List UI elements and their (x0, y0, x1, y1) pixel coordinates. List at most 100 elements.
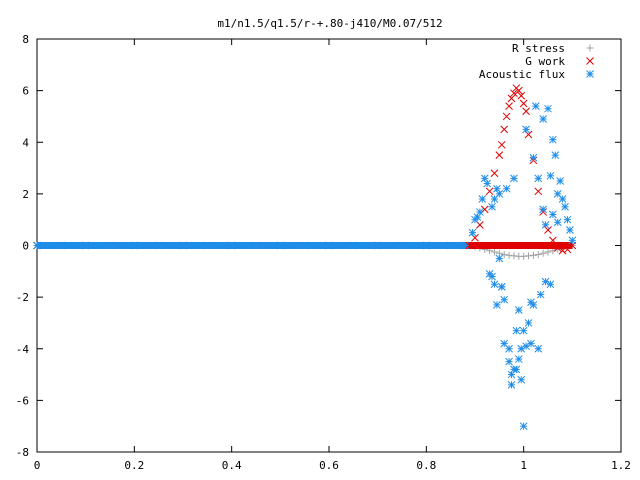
data-point (497, 282, 506, 291)
data-point (490, 248, 498, 256)
data-point (534, 174, 543, 183)
data-point (468, 228, 477, 237)
y-tick-label: 6 (22, 85, 29, 98)
data-point (553, 244, 562, 252)
data-point (398, 241, 406, 250)
legend-label: Acoustic flux (479, 68, 565, 81)
data-point (522, 125, 530, 134)
data-point (512, 326, 521, 335)
data-point (493, 184, 501, 193)
data-point (488, 202, 496, 211)
data-point (252, 241, 260, 250)
x-tick-label: 0.6 (319, 459, 339, 472)
data-point (517, 91, 526, 100)
data-point (276, 241, 285, 250)
data-point (561, 202, 569, 211)
data-point (514, 86, 523, 95)
data-point (519, 422, 528, 431)
data-point (461, 241, 470, 250)
data-point (525, 252, 533, 260)
data-point (179, 241, 187, 250)
data-point (505, 102, 513, 110)
data-point (529, 301, 538, 309)
data-point (505, 357, 513, 366)
data-point (541, 220, 550, 229)
x-tick-label: 0.2 (124, 459, 144, 472)
data-point (500, 125, 509, 134)
data-point (549, 135, 557, 144)
data-point (539, 249, 547, 257)
data-point (483, 179, 492, 188)
data-point (517, 375, 526, 384)
data-point (130, 241, 139, 250)
data-point (558, 195, 567, 203)
data-point (510, 252, 518, 260)
data-point (500, 251, 508, 259)
data-point (203, 241, 212, 250)
data-point (502, 184, 511, 193)
data-point (541, 277, 550, 286)
data-point (497, 140, 506, 149)
data-point (33, 241, 41, 250)
data-point (500, 295, 509, 304)
data-point (227, 241, 236, 250)
data-point (510, 174, 518, 183)
data-point (422, 241, 431, 250)
data-point (549, 210, 557, 219)
data-point (529, 251, 537, 259)
data-point (568, 236, 577, 245)
legend-marker (586, 70, 594, 78)
legend-label: G work (525, 55, 565, 68)
y-tick-label: -6 (16, 394, 29, 407)
data-point (485, 187, 494, 196)
data-point (514, 355, 523, 363)
y-tick-label: -4 (16, 343, 30, 356)
data-point (106, 241, 114, 250)
data-point (551, 151, 560, 160)
y-tick-label: 2 (22, 188, 29, 201)
data-point (514, 306, 523, 314)
data-point (519, 99, 528, 108)
y-tick-label: -2 (16, 291, 29, 304)
data-point (522, 342, 530, 351)
data-point (493, 301, 501, 309)
y-tick-label: 0 (22, 240, 29, 253)
data-point (154, 241, 163, 250)
axis-ticks (36, 38, 622, 453)
data-point (495, 151, 504, 160)
series-layer (33, 84, 577, 431)
data-point (558, 246, 567, 255)
series-g-work (33, 84, 577, 255)
data-point (490, 169, 499, 178)
data-point (505, 251, 513, 259)
x-tick-label: 0 (34, 459, 41, 472)
data-point (549, 236, 557, 245)
data-point (563, 215, 572, 224)
data-point (563, 245, 572, 254)
data-point (478, 195, 487, 203)
data-point (488, 272, 496, 281)
x-tick-label: 0.8 (416, 459, 436, 472)
data-point (534, 251, 542, 259)
data-point (502, 112, 511, 121)
data-point (539, 115, 547, 123)
data-point (556, 177, 565, 185)
data-point (546, 171, 555, 180)
data-point (505, 344, 513, 353)
chart-title: m1/n1.5/q1.5/r-+.80-j410/M0.07/512 (217, 17, 442, 30)
data-point (507, 94, 516, 103)
data-point (510, 89, 518, 98)
data-point (544, 248, 552, 256)
data-point (81, 241, 90, 250)
data-point (349, 241, 358, 250)
data-point (519, 326, 528, 335)
y-tick-label: -8 (16, 446, 29, 459)
data-point (325, 241, 333, 250)
data-point (490, 195, 499, 203)
data-point (510, 365, 518, 374)
data-point (373, 241, 382, 250)
data-point (446, 241, 455, 250)
y-tick-label: 8 (22, 33, 29, 46)
data-point (476, 208, 484, 216)
